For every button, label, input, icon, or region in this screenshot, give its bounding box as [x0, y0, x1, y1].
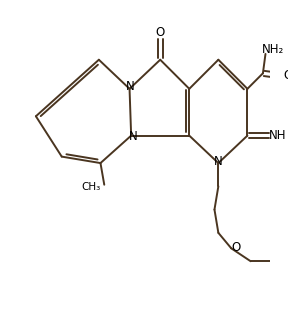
Text: O: O	[231, 241, 240, 254]
Text: N: N	[129, 131, 138, 144]
Text: NH: NH	[269, 129, 287, 142]
Text: O: O	[283, 69, 288, 82]
Text: CH₃: CH₃	[81, 182, 101, 192]
Text: N: N	[126, 80, 135, 93]
Text: N: N	[214, 155, 223, 168]
Text: NH₂: NH₂	[262, 43, 284, 56]
Text: O: O	[156, 26, 165, 39]
